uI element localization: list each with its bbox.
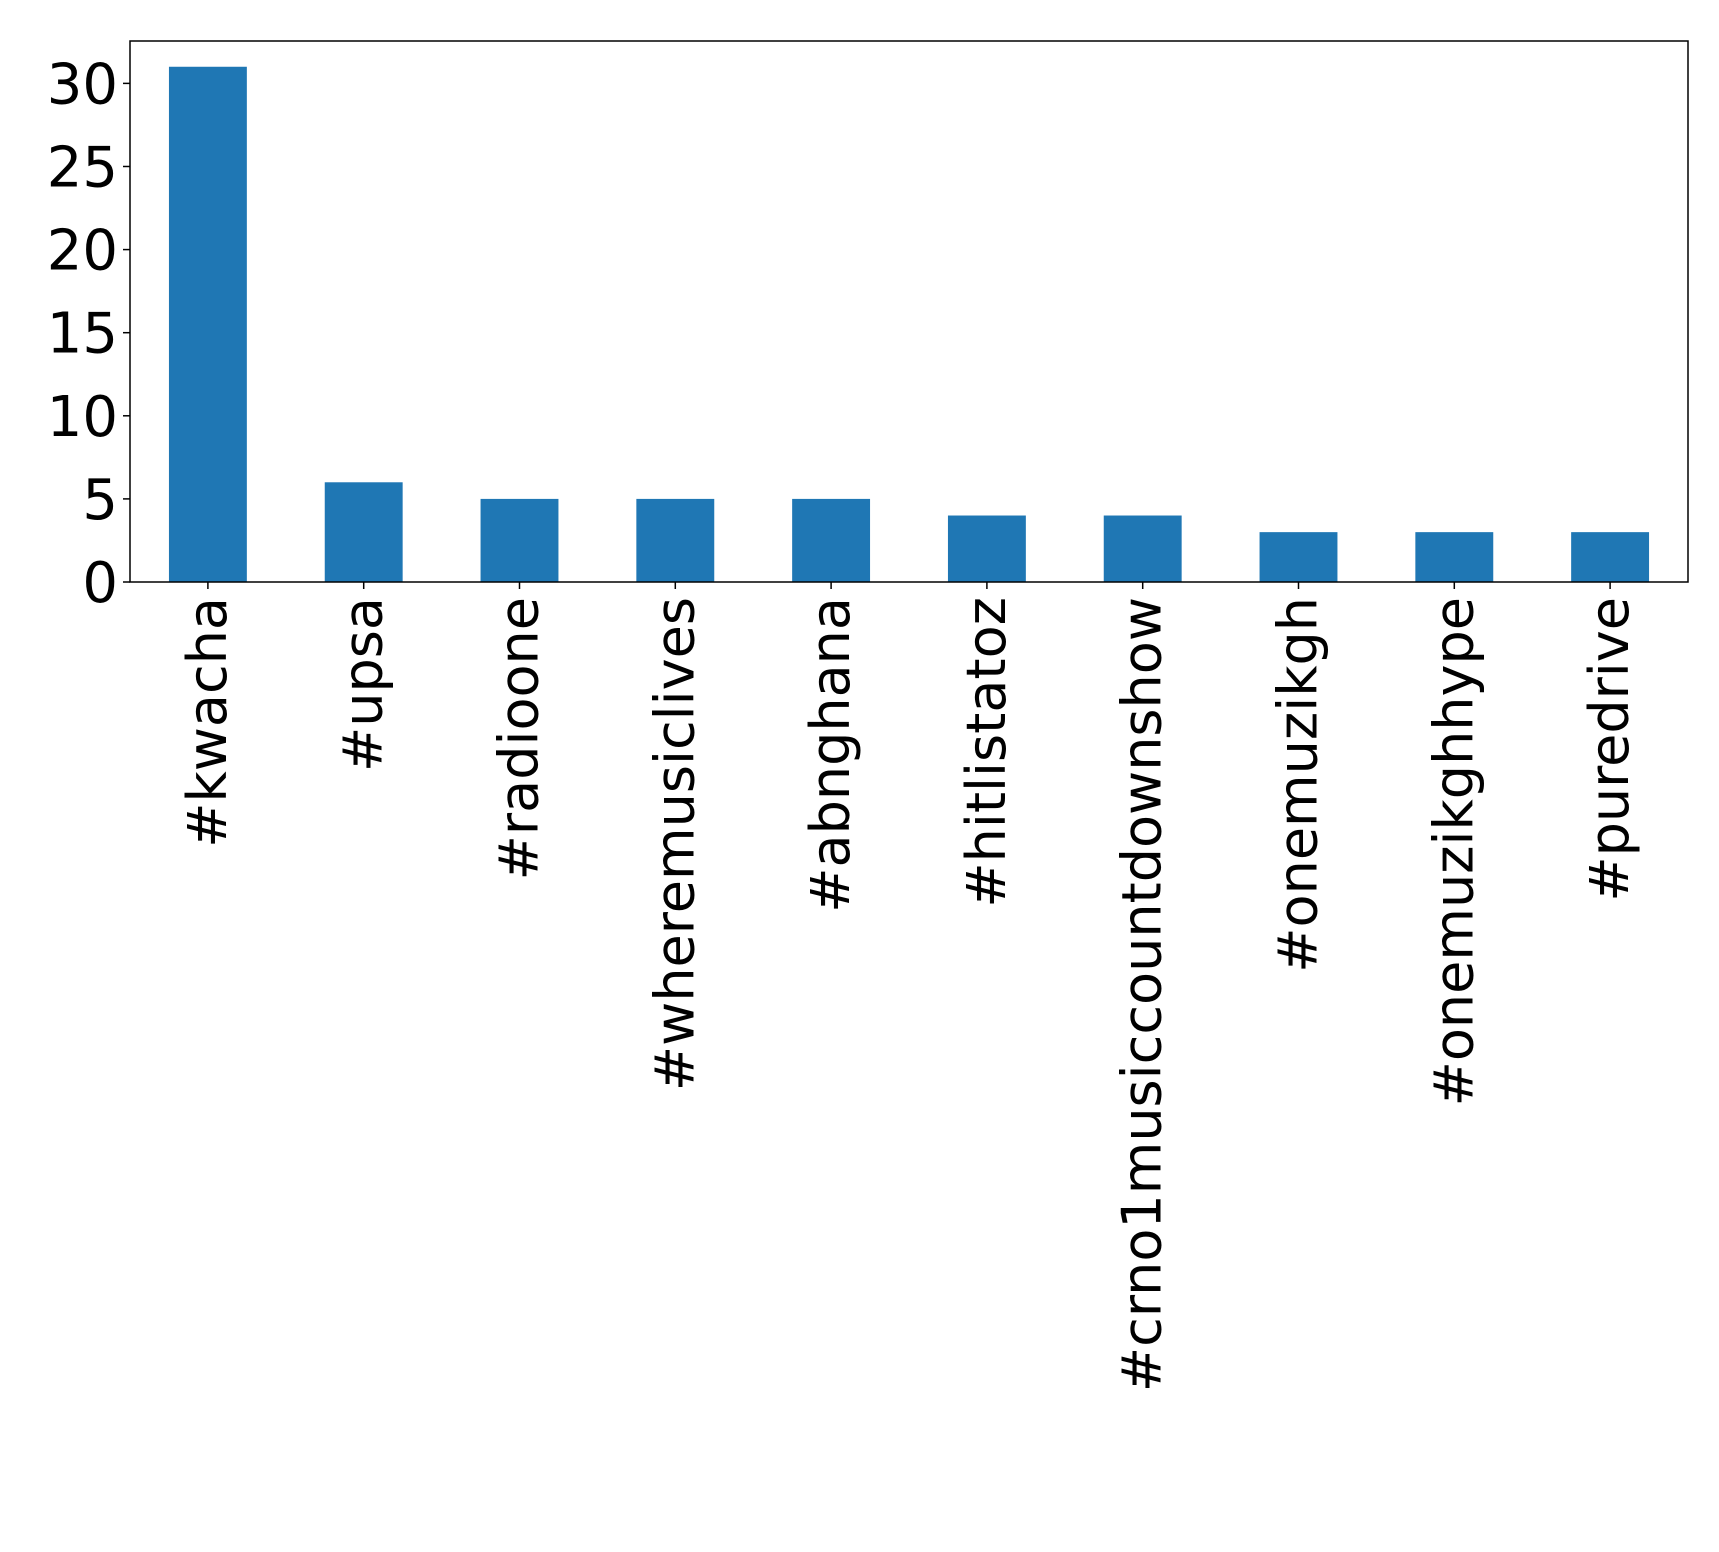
x-axis: #kwacha #upsa #radioone #wheremusiclives #ab… bbox=[176, 582, 1641, 1392]
x-tick-label: #puredrive bbox=[1578, 597, 1641, 902]
bar bbox=[636, 498, 715, 582]
x-tick-label: #crno1musiccountdownshow bbox=[1111, 597, 1174, 1392]
x-tick-label: #abnghana bbox=[799, 597, 862, 913]
bar bbox=[168, 66, 247, 582]
bar bbox=[792, 498, 871, 582]
y-tick-label: 20 bbox=[47, 219, 118, 284]
bar bbox=[1415, 532, 1494, 582]
y-tick-label: 0 bbox=[82, 551, 118, 616]
x-tick-label: #kwacha bbox=[176, 597, 239, 848]
bar bbox=[1571, 532, 1650, 582]
y-tick-label: 30 bbox=[47, 52, 118, 117]
plot-area-frame bbox=[129, 40, 1689, 583]
x-tick-label: #hitlistatoz bbox=[955, 597, 1018, 908]
x-tick-label: #wheremusiclives bbox=[643, 597, 706, 1091]
y-tick-label: 10 bbox=[47, 385, 118, 450]
bar bbox=[324, 482, 403, 582]
bars-layer bbox=[168, 66, 1650, 582]
x-tick-label: #onemuzikgh bbox=[1267, 597, 1330, 973]
x-tick-label: #onemuzikghhype bbox=[1422, 597, 1485, 1106]
y-tick-label: 25 bbox=[47, 135, 118, 200]
y-tick-label: 5 bbox=[82, 468, 118, 533]
bar bbox=[947, 515, 1026, 582]
y-tick-label: 15 bbox=[47, 302, 118, 367]
x-tick-label: #upsa bbox=[332, 597, 395, 772]
x-tick-label: #radioone bbox=[488, 597, 551, 880]
bar bbox=[1259, 532, 1338, 582]
y-axis: 0 5 10 15 20 25 30 bbox=[47, 52, 130, 616]
bar bbox=[480, 498, 559, 582]
bar bbox=[1103, 515, 1182, 582]
